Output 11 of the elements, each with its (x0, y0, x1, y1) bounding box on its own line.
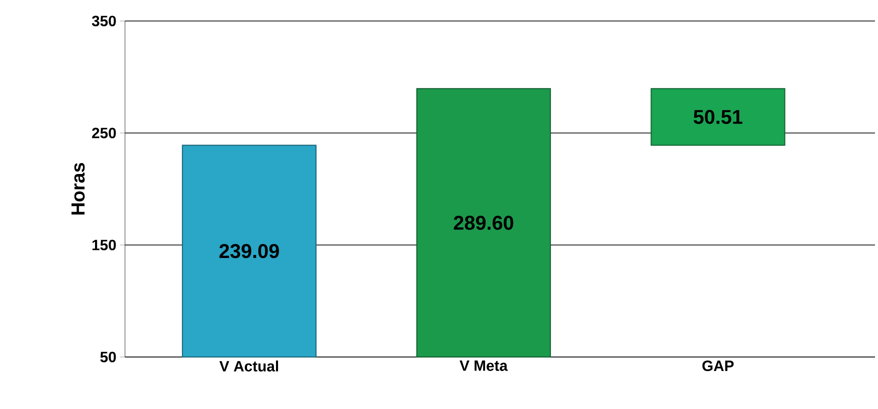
data-label: 50.51 (694, 110, 742, 124)
y-axis-title: Horas (72, 162, 85, 215)
y-tick-label: 150 (92, 240, 116, 250)
y-tick-label: 250 (92, 128, 116, 138)
x-tick-label: V Actual (219, 360, 278, 372)
data-label: 239.09 (219, 244, 279, 258)
x-tick-label: GAP (702, 360, 734, 372)
y-tick-label: 50 (100, 352, 116, 362)
y-tick-label: 350 (92, 16, 116, 26)
data-label: 289.60 (454, 216, 514, 230)
x-tick-label: V Meta (460, 360, 508, 371)
